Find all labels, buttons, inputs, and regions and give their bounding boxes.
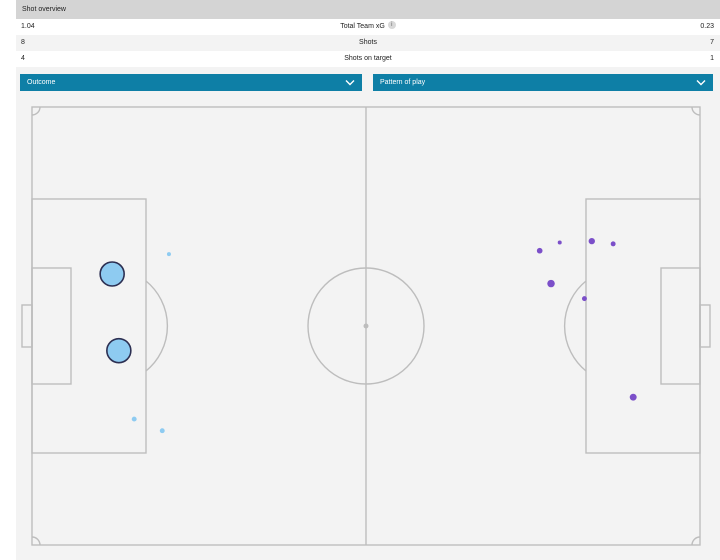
info-icon[interactable]: i [387, 21, 396, 30]
goal-left [21, 304, 33, 348]
pattern-dropdown-label: Pattern of play [380, 79, 426, 86]
stat-label-on-target: Shots on target [344, 55, 392, 62]
penalty-area-left [31, 198, 147, 454]
away-shot-marker[interactable] [610, 241, 616, 247]
home-shot-marker[interactable] [159, 428, 165, 434]
six-yard-box-right [660, 267, 701, 385]
penalty-area-right [585, 198, 701, 454]
stat-label-xg: Total Team xG i [16, 19, 720, 35]
outcome-dropdown[interactable]: Outcome [20, 74, 362, 91]
penalty-arc-right [563, 280, 587, 372]
outcome-dropdown-label: Outcome [27, 79, 56, 86]
home-shot-marker[interactable] [106, 337, 132, 364]
stat-row-on-target: 4 Shots on target 1 [16, 51, 720, 67]
home-on-target-value: 4 [21, 55, 25, 62]
away-xg-value: 0.23 [700, 23, 714, 30]
chevron-down-icon [696, 80, 706, 86]
shot-overview-panel [16, 0, 720, 560]
chevron-down-icon [345, 80, 355, 86]
away-shot-marker[interactable] [581, 296, 587, 302]
away-on-target-value: 1 [710, 55, 714, 62]
away-shot-marker[interactable] [547, 279, 555, 288]
home-shot-marker[interactable] [131, 416, 137, 422]
away-shot-marker[interactable] [557, 240, 562, 245]
pattern-of-play-dropdown[interactable]: Pattern of play [373, 74, 713, 91]
away-shot-marker[interactable] [629, 393, 637, 401]
away-shot-marker[interactable] [588, 237, 595, 245]
panel-header: Shot overview [16, 0, 720, 19]
shot-map-pitch [21, 106, 711, 546]
six-yard-box-left [31, 267, 72, 385]
home-shot-marker[interactable] [108, 346, 118, 356]
corner-arc [691, 106, 701, 116]
penalty-arc-left [145, 280, 169, 372]
centre-circle [307, 267, 425, 385]
away-shot-marker[interactable] [536, 247, 543, 254]
home-shots-value: 8 [21, 39, 25, 46]
pitch-markings [21, 106, 711, 546]
home-shot-marker[interactable] [166, 252, 171, 257]
corner-arc [31, 106, 41, 116]
corner-arc [31, 536, 41, 546]
away-shots-value: 7 [710, 39, 714, 46]
stat-row-shots: 8 Shots 7 [16, 35, 720, 51]
home-shot-marker[interactable] [110, 269, 117, 277]
panel-title: Shot overview [22, 6, 66, 13]
shots-layer [99, 237, 637, 434]
stat-label-shots: Shots [359, 39, 377, 46]
stat-row-xg: 1.04 Total Team xG i 0.23 [16, 19, 720, 35]
goal-right [699, 304, 711, 348]
corner-arc [691, 536, 701, 546]
centre-spot [363, 323, 369, 329]
home-xg-value: 1.04 [21, 23, 35, 30]
